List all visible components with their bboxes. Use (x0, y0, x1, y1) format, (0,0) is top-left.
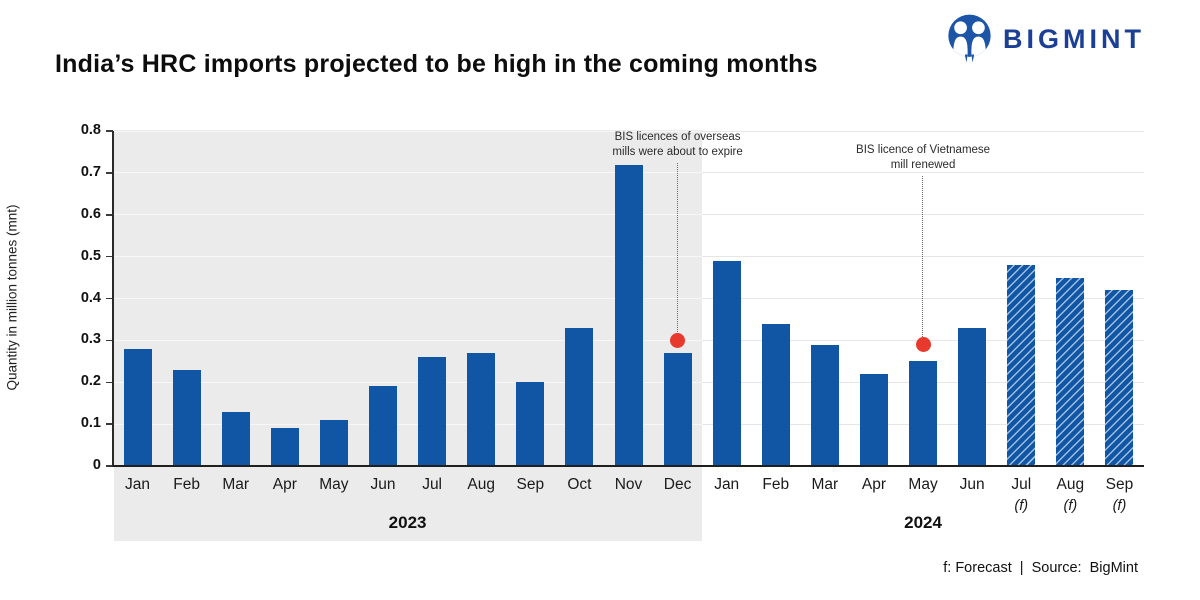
brand-name: BIGMINT (1003, 24, 1145, 54)
x-tick-label: Jan (125, 476, 151, 493)
bar (516, 382, 545, 466)
brand-logo: BIGMINT (946, 14, 1145, 65)
y-tick-mark (106, 465, 113, 467)
y-tick-mark (106, 172, 113, 174)
forecast-flag-label: (f) (1063, 498, 1078, 514)
year-label-2023: 2023 (388, 513, 427, 532)
x-tick-label: Aug (1056, 476, 1085, 493)
bar (123, 348, 152, 466)
bar-forecast (1056, 277, 1085, 466)
x-tick-label: May (319, 476, 349, 493)
source-note: f: Forecast | Source: BigMint (943, 560, 1138, 576)
bar (761, 323, 790, 466)
y-axis-title: Quantity in million tonnes (mnt) (4, 204, 20, 391)
bar (369, 386, 398, 466)
y-tick-label: 0.6 (80, 205, 101, 222)
y-tick-label: 0.3 (80, 331, 101, 348)
bigmint-people-icon (946, 14, 993, 65)
forecast-flag-label: (f) (1112, 498, 1127, 514)
y-tick-mark (106, 130, 113, 132)
bar (909, 361, 938, 466)
x-tick-label: Apr (861, 476, 887, 493)
y-tick-label: 0.8 (80, 122, 101, 138)
x-tick-label: Dec (663, 476, 692, 493)
x-tick-label: Apr (272, 476, 297, 493)
bar (810, 344, 839, 466)
bar (958, 327, 987, 466)
y-tick-label: 0.1 (80, 415, 101, 432)
year-2023-background (114, 130, 703, 541)
page-title: India’s HRC imports projected to be high… (55, 50, 818, 78)
annotation-line: mills were about to expire (612, 146, 743, 158)
bar (565, 327, 594, 466)
bar (418, 357, 447, 466)
y-tick-mark (106, 297, 113, 300)
bar (859, 373, 888, 466)
x-tick-label: Nov (614, 476, 643, 493)
year-label-2024: 2024 (904, 513, 942, 532)
annotation-line: BIS licences of overseas (614, 131, 741, 143)
forecast-flag-label: (f) (1014, 498, 1029, 514)
x-tick-label: Feb (173, 476, 200, 493)
bar (319, 419, 348, 466)
x-tick-label: Jan (714, 476, 740, 493)
y-tick-mark (106, 339, 113, 342)
y-tick-mark (106, 381, 113, 383)
y-tick-label: 0.7 (80, 163, 101, 180)
x-tick-label: Sep (516, 476, 545, 493)
x-tick-label: Jun (959, 476, 985, 493)
y-tick-label: 0.5 (80, 247, 101, 264)
x-tick-label: Sep (1105, 476, 1134, 493)
x-axis-spine (113, 465, 1144, 467)
annotation-dot (670, 332, 686, 348)
bar (467, 352, 496, 466)
y-axis-spine (112, 131, 114, 467)
bar-forecast (1105, 290, 1134, 466)
bar-forecast (1007, 265, 1036, 466)
x-tick-label: Oct (567, 476, 592, 493)
bar (270, 428, 299, 466)
y-tick-label: 0.2 (80, 373, 101, 390)
x-tick-label: Jul (1011, 476, 1032, 493)
bar (712, 260, 741, 466)
annotation-text: BIS licences of overseas mills were about… (563, 130, 793, 160)
annotation-line: BIS licence of Vietnamese (856, 144, 991, 156)
x-tick-label: Mar (811, 476, 839, 493)
x-tick-label: May (908, 476, 938, 493)
annotation-text: BIS licence of Vietnamese mill renewed (808, 143, 1038, 173)
x-tick-label: Jun (370, 476, 396, 493)
y-tick-mark (106, 214, 113, 216)
annotation-connector-line (676, 163, 678, 333)
annotation-dot (915, 337, 931, 353)
x-tick-label: Jul (422, 476, 443, 493)
x-tick-label: Feb (762, 476, 790, 493)
x-tick-label: Aug (467, 476, 495, 493)
bar (663, 352, 692, 466)
bar (172, 369, 201, 466)
gridline (113, 130, 1144, 132)
y-tick-mark (106, 423, 113, 425)
x-tick-label: Mar (222, 476, 250, 493)
y-tick-label: 0.4 (80, 289, 101, 306)
bar (221, 411, 250, 466)
y-tick-mark (106, 255, 113, 258)
y-tick-label: 0 (92, 457, 101, 473)
annotation-line: mill renewed (890, 159, 956, 171)
annotation-connector-line (922, 176, 924, 337)
bar (614, 164, 643, 466)
